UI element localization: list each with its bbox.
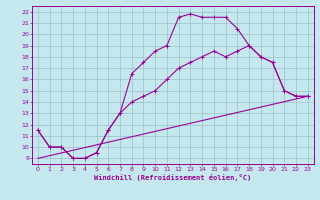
X-axis label: Windchill (Refroidissement éolien,°C): Windchill (Refroidissement éolien,°C) — [94, 174, 252, 181]
